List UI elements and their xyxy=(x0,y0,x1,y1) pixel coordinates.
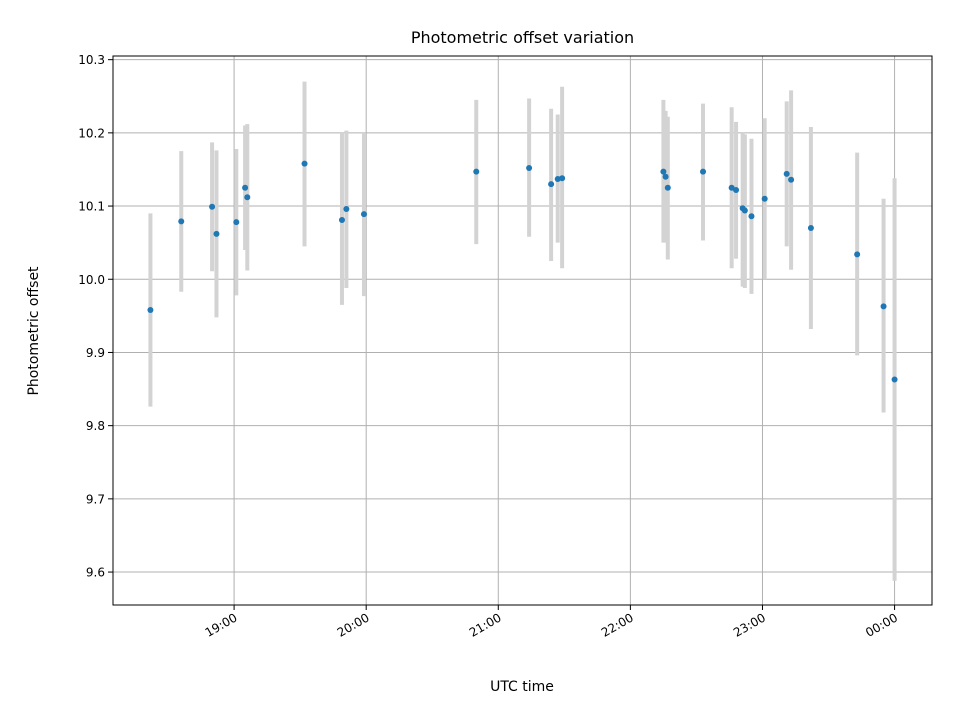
data-point xyxy=(209,203,216,210)
data-point xyxy=(891,376,898,383)
point-layer xyxy=(147,160,898,383)
data-point xyxy=(301,160,308,167)
data-point xyxy=(761,195,768,202)
data-point xyxy=(559,175,566,182)
data-point xyxy=(178,218,185,225)
data-point xyxy=(880,303,887,310)
chart-title: Photometric offset variation xyxy=(411,28,634,47)
y-tick-label: 10.1 xyxy=(78,200,105,214)
data-point xyxy=(748,213,755,220)
data-point xyxy=(741,207,748,214)
data-point xyxy=(807,225,814,232)
data-point xyxy=(233,219,240,226)
y-tick-label: 9.9 xyxy=(86,346,105,360)
data-point xyxy=(733,186,740,193)
data-point xyxy=(662,173,669,180)
data-point xyxy=(664,184,671,191)
y-tick-label: 10.3 xyxy=(78,53,105,67)
data-point xyxy=(700,168,707,175)
data-point xyxy=(783,170,790,177)
y-tick-label: 9.7 xyxy=(86,492,105,506)
data-point xyxy=(788,176,795,183)
data-point xyxy=(854,251,861,258)
data-point xyxy=(213,230,220,237)
data-point xyxy=(554,175,561,182)
x-axis-label: UTC time xyxy=(490,679,554,695)
data-point xyxy=(473,168,480,175)
y-tick-label: 9.8 xyxy=(86,419,105,433)
y-tick-label: 9.6 xyxy=(86,566,105,580)
data-point xyxy=(343,205,350,212)
y-axis-ticks: 9.6 9.7 9.8 9.9 10.0 10.1 10.2 10.3 xyxy=(78,53,113,580)
data-point xyxy=(360,211,367,218)
y-tick-label: 10.2 xyxy=(78,126,105,140)
data-point xyxy=(338,216,345,223)
data-point xyxy=(244,194,251,201)
data-point xyxy=(242,184,249,191)
y-tick-label: 10.0 xyxy=(78,273,105,287)
plot-frame xyxy=(112,55,933,606)
y-axis-label: Photometric offset xyxy=(26,266,42,396)
data-point xyxy=(526,164,533,171)
data-point xyxy=(660,168,667,175)
data-point xyxy=(548,181,555,188)
data-point xyxy=(147,307,154,314)
